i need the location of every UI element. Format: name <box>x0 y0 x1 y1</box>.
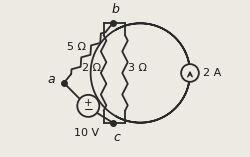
Text: a: a <box>48 73 56 86</box>
Text: 2 A: 2 A <box>203 68 221 78</box>
Circle shape <box>181 64 199 82</box>
Text: 10 V: 10 V <box>74 128 99 138</box>
Text: b: b <box>111 3 119 16</box>
Text: −: − <box>83 103 93 116</box>
Text: +: + <box>84 97 92 108</box>
Text: 2 Ω: 2 Ω <box>82 63 101 73</box>
Text: 5 Ω: 5 Ω <box>66 42 86 52</box>
Text: c: c <box>114 131 121 144</box>
Text: 3 Ω: 3 Ω <box>128 63 147 73</box>
Circle shape <box>77 95 99 117</box>
